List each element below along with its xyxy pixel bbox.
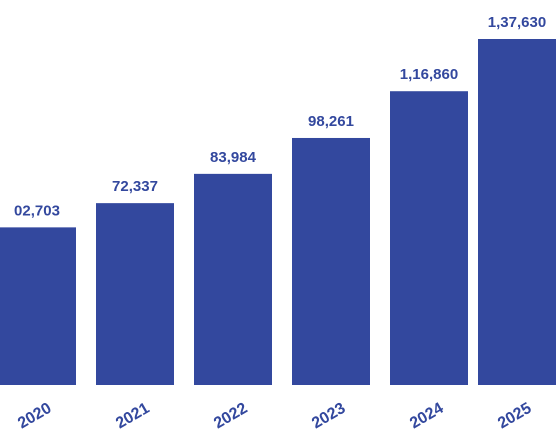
bar [390, 91, 468, 385]
x-tick-label: 2020 [15, 400, 54, 433]
bar [194, 173, 272, 385]
value-label: 83,984 [210, 149, 257, 166]
value-label: 72,337 [112, 178, 158, 195]
bar [96, 203, 174, 385]
value-label: 98,261 [308, 113, 354, 130]
bar [478, 39, 556, 385]
value-label: 02,703 [14, 202, 60, 219]
bar [292, 137, 370, 385]
x-tick-label: 2024 [407, 400, 446, 433]
x-tick-label: 2023 [309, 400, 348, 433]
value-label: 1,16,860 [400, 66, 458, 83]
bar [0, 227, 76, 385]
value-label: 1,37,630 [488, 14, 546, 31]
x-tick-label: 2025 [495, 400, 534, 433]
x-tick-label: 2021 [113, 400, 152, 433]
x-tick-label: 2022 [211, 400, 250, 433]
